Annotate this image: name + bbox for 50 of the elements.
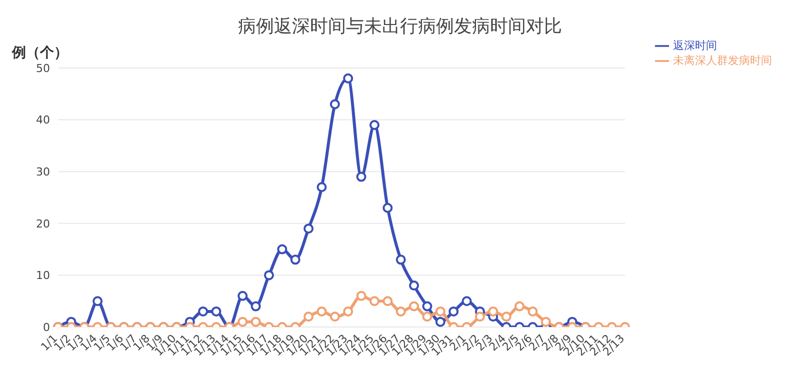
y-tick-label: 30: [36, 166, 50, 179]
point: [330, 99, 340, 110]
point: [250, 316, 261, 327]
point: [462, 296, 472, 306]
point: [540, 316, 551, 327]
point: [356, 172, 366, 182]
point: [343, 306, 354, 316]
point: [304, 312, 314, 322]
point: [316, 182, 327, 192]
y-tick-label: 50: [36, 62, 50, 75]
point: [474, 312, 485, 322]
point: [250, 301, 261, 312]
point: [488, 306, 498, 316]
point: [304, 224, 314, 234]
point: [238, 290, 248, 301]
point: [343, 73, 354, 84]
point: [409, 280, 420, 291]
point: [501, 312, 512, 322]
point: [316, 306, 327, 316]
point: [382, 202, 393, 213]
point: [92, 296, 103, 306]
y-axis-title: 例（个）: [12, 44, 68, 62]
point: [396, 254, 406, 265]
y-tick-label: 0: [43, 320, 50, 334]
point: [290, 254, 300, 265]
point: [422, 301, 432, 312]
point: [330, 312, 340, 322]
point: [435, 316, 446, 327]
y-tick-label: 20: [36, 217, 50, 230]
point: [422, 312, 432, 322]
point: [356, 290, 366, 301]
legend-label: 返深时间: [673, 39, 717, 52]
point: [448, 306, 459, 316]
point: [369, 120, 380, 130]
point: [369, 296, 380, 306]
point: [264, 270, 274, 280]
point: [528, 306, 538, 316]
point: [198, 306, 208, 316]
point: [238, 316, 248, 327]
y-tick-label: 40: [36, 114, 50, 127]
point: [514, 301, 525, 312]
point: [211, 306, 222, 316]
y-tick-label: 10: [36, 269, 50, 282]
point: [409, 301, 420, 312]
point: [382, 296, 393, 306]
legend-label: 未离深人群发病时间: [673, 54, 772, 67]
chart-title: 病例返深时间与未出行病例发病时间对比: [237, 15, 563, 38]
point: [396, 306, 406, 316]
point: [435, 306, 446, 316]
point: [277, 244, 288, 254]
